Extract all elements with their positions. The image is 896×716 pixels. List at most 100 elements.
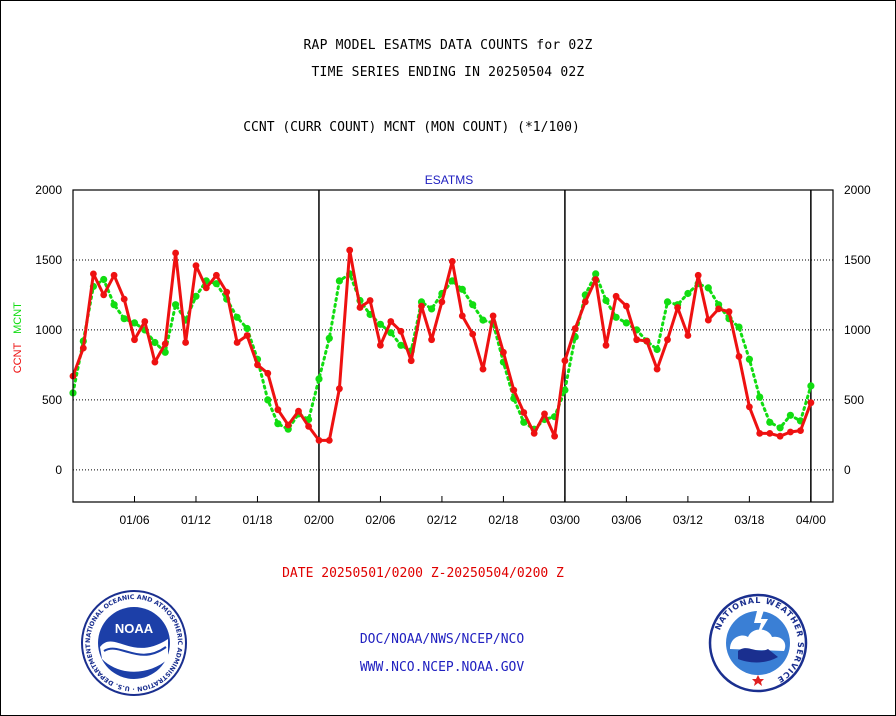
footer-link-website[interactable]: WWW.NCO.NCEP.NOAA.GOV <box>359 660 525 675</box>
data-point-ccnt <box>704 316 712 324</box>
data-point-mcnt <box>653 345 661 354</box>
data-point-mcnt <box>161 348 169 356</box>
data-point-ccnt <box>581 298 589 306</box>
data-point-mcnt <box>335 277 343 285</box>
data-point-mcnt <box>786 411 795 419</box>
noaa-logo-icon: NATIONAL OCEANIC AND ATMOSPHERIC ADMINIS… <box>80 589 187 696</box>
data-point-mcnt <box>735 323 743 331</box>
data-point-mcnt <box>612 313 620 321</box>
data-point-mcnt <box>592 270 600 278</box>
data-point-ccnt <box>500 348 507 356</box>
data-point-ccnt <box>448 258 456 265</box>
data-point-mcnt <box>469 301 477 309</box>
data-point-ccnt <box>325 437 333 444</box>
data-point-mcnt <box>151 338 159 347</box>
data-point-ccnt <box>172 249 180 257</box>
data-point-ccnt <box>182 339 190 346</box>
data-point-mcnt <box>192 292 200 300</box>
y-tick-label-right: 1000 <box>844 323 871 337</box>
chart-title-line2: TIME SERIES ENDING IN 20250504 02Z <box>311 65 585 80</box>
data-point-ccnt <box>377 341 384 349</box>
data-point-ccnt <box>684 332 692 339</box>
series-group <box>69 246 815 444</box>
data-point-ccnt <box>797 427 804 434</box>
data-point-ccnt <box>336 385 343 393</box>
data-point-mcnt <box>561 386 569 394</box>
x-tick-label: 03/06 <box>611 513 641 527</box>
data-point-mcnt <box>704 284 712 292</box>
data-point-ccnt <box>141 318 149 325</box>
footer-link-doc[interactable]: DOC/NOAA/NWS/NCEP/NCO <box>359 632 525 647</box>
plot-label: ESATMS <box>425 173 473 187</box>
data-point-ccnt <box>643 337 651 345</box>
x-tick-label: 03/18 <box>734 513 764 527</box>
y-axis-label-ccnt: CCNT <box>12 342 24 373</box>
data-point-ccnt <box>90 270 97 278</box>
data-point-mcnt <box>520 418 528 426</box>
x-tick-label: 02/18 <box>488 513 518 527</box>
data-point-ccnt <box>510 386 518 394</box>
data-point-mcnt <box>479 316 487 324</box>
data-point-ccnt <box>161 340 169 348</box>
data-point-ccnt <box>202 284 210 292</box>
data-point-mcnt <box>315 375 323 383</box>
data-point-ccnt <box>79 344 87 352</box>
nws-logo-icon: NATIONAL WEATHER SERVICE <box>708 593 808 693</box>
data-point-ccnt <box>520 409 528 416</box>
x-tick-label: 04/00 <box>796 513 826 527</box>
data-point-ccnt <box>274 406 282 414</box>
plot-frame <box>72 189 834 503</box>
data-point-ccnt <box>387 318 395 325</box>
data-point-ccnt <box>541 410 548 418</box>
data-point-ccnt <box>571 325 579 332</box>
data-point-mcnt <box>172 301 180 309</box>
data-point-ccnt <box>407 357 415 365</box>
data-point-ccnt <box>674 304 681 311</box>
data-point-ccnt <box>653 365 661 373</box>
data-point-ccnt <box>295 407 302 415</box>
data-point-mcnt <box>776 424 784 432</box>
y-tick-label-right: 0 <box>844 463 851 477</box>
data-point-ccnt <box>530 430 538 437</box>
data-point-mcnt <box>274 420 282 428</box>
data-point-ccnt <box>633 336 641 344</box>
y-tick-label-left: 2000 <box>35 183 62 197</box>
y-tick-label-right: 2000 <box>844 183 871 197</box>
y-tick-label-left: 1000 <box>35 323 62 337</box>
data-point-ccnt <box>787 428 794 436</box>
x-tick-label: 02/06 <box>365 513 395 527</box>
y-tick-label-right: 1500 <box>844 253 871 267</box>
data-point-mcnt <box>325 334 333 342</box>
data-point-mcnt <box>264 396 272 404</box>
data-point-ccnt <box>233 339 241 346</box>
data-point-ccnt <box>120 295 128 303</box>
data-point-ccnt <box>100 291 108 299</box>
data-point-mcnt <box>663 298 672 306</box>
data-point-mcnt <box>602 296 610 305</box>
x-tick-label: 02/00 <box>304 513 334 527</box>
data-point-mcnt <box>684 289 692 298</box>
data-point-mcnt <box>130 319 139 327</box>
data-point-mcnt <box>807 382 815 390</box>
data-point-ccnt <box>346 246 354 254</box>
svg-text:NOAA: NOAA <box>115 621 154 636</box>
x-tick-label: 02/12 <box>427 513 457 527</box>
y-tick-label-left: 0 <box>55 463 62 477</box>
x-tick-label: 01/18 <box>242 513 272 527</box>
data-point-ccnt <box>192 262 200 269</box>
data-point-ccnt <box>551 432 558 440</box>
data-point-mcnt <box>428 305 436 313</box>
data-point-ccnt <box>131 336 138 344</box>
data-point-ccnt <box>243 332 251 339</box>
data-point-ccnt <box>612 292 620 300</box>
data-point-ccnt <box>725 308 733 316</box>
data-point-ccnt <box>807 399 815 407</box>
data-point-ccnt <box>766 430 774 437</box>
data-point-mcnt <box>110 301 118 309</box>
data-point-mcnt <box>756 393 764 401</box>
data-point-mcnt <box>766 418 774 426</box>
data-point-ccnt <box>623 302 630 310</box>
data-point-mcnt <box>458 285 466 293</box>
y-axis-label-mcnt: MCNT <box>12 302 24 334</box>
data-point-ccnt <box>254 361 261 369</box>
